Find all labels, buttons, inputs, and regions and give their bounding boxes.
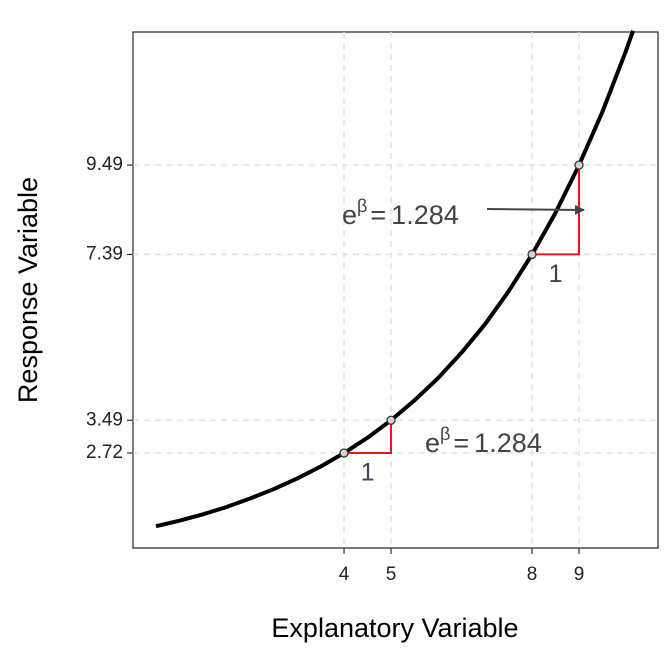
x-tick-label: 8 (527, 564, 538, 585)
annotation-relation: = (370, 200, 386, 230)
point (339, 448, 349, 458)
annotation-relation: = (453, 428, 469, 458)
x-tick-label: 4 (339, 564, 350, 585)
x-tick-label: 5 (386, 564, 397, 585)
point (574, 160, 584, 170)
annotation-sup: β (357, 196, 367, 216)
slope-triangle (344, 420, 393, 455)
y-axis-title: Response Variable (13, 177, 43, 403)
x-axis-title: Explanatory Variable (271, 613, 518, 643)
annotation-base: e (342, 200, 357, 230)
annotation-sup: β (440, 424, 450, 444)
annotation-value: 1.284 (474, 428, 542, 458)
slope-triangle (532, 165, 581, 256)
point (386, 415, 396, 425)
y-tick-label: 9.49 (86, 154, 123, 175)
y-tick-label: 7.39 (86, 243, 123, 264)
annotation-base: e (425, 428, 440, 458)
x-tick-label: 9 (574, 564, 585, 585)
y-tick-label: 2.72 (86, 442, 123, 463)
curve (155, 30, 635, 529)
y-tick-label: 3.49 (86, 409, 123, 430)
annotation-arrow (486, 204, 585, 215)
run-label: 1 (549, 260, 563, 288)
annotation: eβ = 1.284 (425, 424, 542, 458)
annotation-value: 1.284 (391, 200, 459, 230)
run-label: 1 (361, 459, 375, 487)
point (527, 249, 537, 260)
annotation: eβ = 1.284 (342, 196, 459, 230)
plot-panel (132, 31, 659, 549)
